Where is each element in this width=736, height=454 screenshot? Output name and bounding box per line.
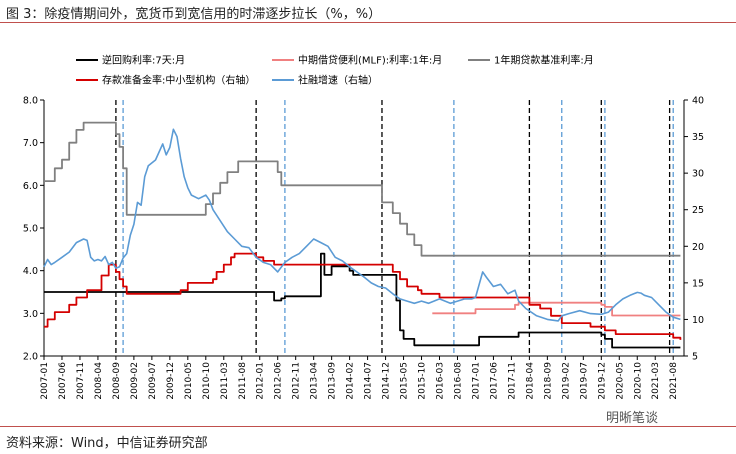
right-tick-label: 25	[692, 205, 704, 216]
x-tick-label: 2013-04	[310, 362, 320, 400]
x-tick-label: 2012-06	[274, 362, 284, 400]
x-tick-label: 2011-08	[238, 362, 248, 400]
x-tick-label: 2018-09	[543, 362, 553, 400]
x-tick-label: 2008-04	[94, 362, 104, 400]
x-tick-label: 2007-06	[58, 362, 68, 400]
legend-label-3: 存款准备金率:中小型机构（右轴）	[102, 74, 255, 87]
right-tick-label: 35	[692, 132, 704, 143]
x-tick-label: 2013-09	[328, 362, 338, 400]
x-tick-label: 2010-10	[202, 362, 212, 400]
line-chart: 逆回购利率:7天:月 中期借贷便利(MLF):利率:1年:月 1年期贷款基准利率:月…	[23, 54, 704, 400]
left-tick-label: 7.0	[23, 138, 38, 149]
left-tick-label: 3.0	[23, 309, 38, 320]
x-tick-label: 2008-09	[112, 362, 122, 400]
right-tick-label: 30	[692, 169, 704, 180]
series-line-4	[43, 128, 681, 322]
axis-ticks: 2.0 3.0 4.0 5.0 6.0 7.0 8.0 5 10 15 20 25 30 35 40 2007…	[23, 96, 704, 400]
legend-label-0: 逆回购利率:7天:月	[102, 54, 185, 67]
x-tick-label: 2017-01	[471, 362, 481, 400]
legend-label-4: 社融增速（右轴）	[298, 74, 378, 87]
left-tick-label: 6.0	[23, 181, 38, 192]
x-tick-label: 2007-01	[40, 362, 50, 400]
right-tick-label: 40	[692, 96, 704, 107]
chart-legend: 逆回购利率:7天:月 中期借贷便利(MLF):利率:1年:月 1年期贷款基准利率:月…	[76, 54, 594, 87]
x-tick-label: 2014-12	[382, 362, 392, 400]
x-tick-label: 2015-05	[400, 362, 410, 400]
x-tick-label: 2021-03	[651, 362, 661, 400]
right-tick-label: 5	[692, 352, 698, 363]
x-tick-label: 2009-12	[166, 362, 176, 400]
x-tick-label: 2016-08	[453, 362, 463, 400]
x-tick-label: 2007-11	[76, 362, 86, 400]
x-tick-label: 2012-01	[256, 362, 266, 400]
series-lines	[43, 121, 682, 349]
x-tick-label: 2009-07	[148, 362, 158, 400]
figure-title: 图 3：除疫情期间外，宽货币到宽信用的时滞逐步拉长（%，%）	[6, 7, 382, 22]
right-tick-label: 10	[692, 315, 704, 326]
x-tick-label: 2020-10	[633, 362, 643, 400]
x-tick-label: 2009-02	[130, 362, 140, 400]
title-rule	[0, 22, 736, 23]
series-line-3	[44, 252, 682, 340]
x-tick-label: 2017-11	[507, 362, 517, 400]
x-tick-label: 2011-03	[220, 362, 230, 400]
x-tick-label: 2019-02	[561, 362, 571, 400]
left-tick-label: 4.0	[23, 266, 38, 277]
legend-label-2: 1年期贷款基准利率:月	[494, 54, 594, 67]
x-tick-label: 2016-03	[436, 362, 446, 400]
legend-label-1: 中期借贷便利(MLF):利率:1年:月	[298, 54, 442, 67]
source-rule	[0, 426, 736, 427]
x-tick-label: 2010-05	[184, 362, 194, 400]
x-tick-label: 2015-10	[418, 362, 428, 400]
x-tick-label: 2017-06	[489, 362, 499, 400]
x-tick-label: 2021-08	[669, 362, 679, 400]
x-tick-label: 2020-05	[615, 362, 625, 400]
x-tick-label: 2018-04	[525, 362, 535, 400]
right-tick-label: 20	[692, 242, 704, 253]
watermark: 明晰笔谈	[606, 411, 659, 426]
source-note: 资料来源：Wind，中信证券研究部	[6, 436, 208, 451]
x-tick-label: 2019-12	[597, 362, 607, 400]
plot-frame	[43, 100, 685, 357]
right-tick-label: 15	[692, 278, 704, 289]
left-tick-label: 5.0	[23, 224, 38, 235]
x-tick-label: 2014-02	[346, 362, 356, 400]
left-tick-label: 8.0	[23, 96, 38, 107]
x-tick-label: 2019-07	[579, 362, 589, 400]
series-line-2	[44, 121, 681, 257]
series-line-1	[432, 301, 681, 317]
x-tick-label: 2014-07	[364, 362, 374, 400]
x-tick-label: 2012-11	[292, 362, 302, 400]
annotation-lines	[115, 100, 674, 356]
series-line-0	[44, 252, 681, 349]
left-tick-label: 2.0	[23, 352, 38, 363]
